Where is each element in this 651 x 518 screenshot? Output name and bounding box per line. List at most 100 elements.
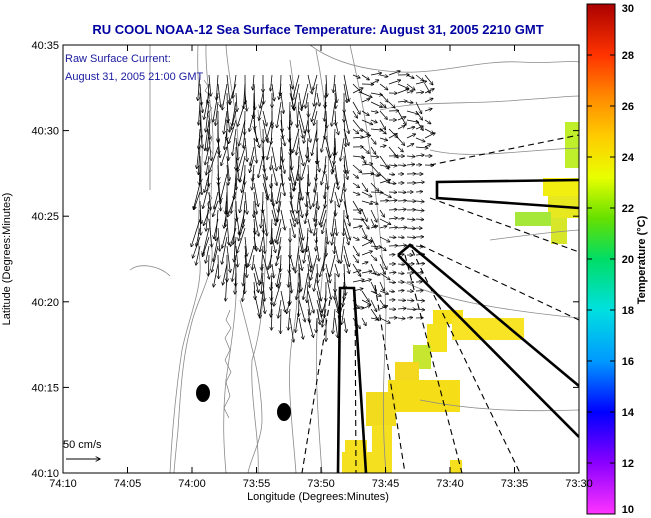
current-vector [361, 146, 369, 154]
current-vector [321, 209, 327, 227]
current-vector [272, 263, 274, 278]
current-vector [415, 219, 424, 220]
current-vector [298, 299, 305, 322]
current-vector [314, 110, 318, 125]
current-vector [262, 110, 267, 126]
current-vector [280, 209, 285, 230]
annotation-line-2: August 31, 2005 21:00 GMT [65, 71, 203, 83]
current-vector [244, 137, 247, 162]
colorbar-tick-label: 18 [622, 305, 634, 317]
current-vector [296, 281, 300, 300]
current-vector [270, 245, 273, 268]
current-vector [388, 101, 395, 108]
y-axis-label: Latitude (Degrees:Minutes) [1, 193, 13, 326]
current-vector [388, 272, 396, 273]
colorbar-tick-label: 16 [622, 356, 634, 368]
current-vector [244, 245, 247, 268]
current-vector [415, 137, 425, 142]
current-vector [307, 281, 308, 303]
current-vector [299, 272, 300, 293]
current-vector [252, 173, 255, 190]
current-vector [244, 254, 247, 278]
sst-patch [551, 218, 567, 244]
current-vector [271, 272, 272, 290]
current-vector [250, 146, 255, 166]
x-tick-label: 74:05 [114, 478, 142, 490]
current-vector [244, 92, 247, 111]
current-vector [352, 128, 359, 134]
current-vector [388, 227, 398, 228]
current-vector [352, 254, 358, 263]
current-vector [388, 210, 397, 211]
current-vector [262, 299, 265, 314]
annotation-line-1: Raw Surface Current: [65, 53, 171, 65]
current-vector [352, 182, 360, 188]
current-vector [289, 119, 290, 142]
colorbar-tick-label: 14 [622, 407, 635, 419]
x-axis-label: Longitude (Degrees:Minutes) [247, 491, 389, 503]
current-vector [379, 263, 386, 274]
current-vector [361, 110, 369, 116]
colorbar-tick-label: 12 [622, 458, 634, 470]
current-vector [216, 74, 218, 100]
current-vector [193, 182, 201, 210]
current-vector [406, 110, 419, 114]
current-vector [415, 309, 425, 310]
current-vector [223, 263, 228, 285]
current-vector [388, 218, 398, 219]
current-vector [298, 227, 304, 252]
current-vector [388, 282, 395, 283]
current-vector [208, 74, 211, 96]
y-tick-label: 40:15 [31, 382, 59, 394]
current-vector [361, 164, 373, 165]
current-vector [271, 146, 277, 171]
current-vector [235, 209, 240, 235]
current-vector [343, 317, 347, 333]
current-vector [226, 101, 230, 132]
plot-area [63, 45, 579, 473]
current-vector [415, 201, 424, 202]
current-vector [271, 218, 272, 244]
sst-patch [372, 425, 392, 455]
current-vector [262, 254, 269, 279]
current-vector [388, 80, 401, 85]
current-vector [332, 101, 336, 126]
current-vector [397, 290, 404, 291]
current-vector [379, 101, 386, 108]
y-tick-label: 40:25 [31, 211, 59, 223]
current-vector [379, 254, 387, 270]
current-vector [281, 308, 282, 334]
current-vector [343, 200, 350, 226]
current-vector [316, 299, 323, 323]
current-vector [370, 111, 378, 113]
current-vector [361, 173, 374, 174]
current-vector [202, 236, 210, 257]
current-vector [370, 146, 376, 154]
current-vector [335, 137, 336, 155]
current-vector [206, 245, 210, 263]
current-vector [249, 110, 255, 132]
current-vector [415, 192, 423, 193]
current-vector [325, 137, 331, 158]
current-vector [289, 254, 294, 270]
current-vector [253, 119, 257, 142]
current-vector [225, 191, 228, 214]
current-vector [207, 128, 210, 151]
current-vector [244, 236, 247, 256]
current-vector [325, 146, 334, 172]
current-vector [262, 164, 267, 180]
current-vector [361, 200, 373, 204]
current-vector [314, 272, 318, 291]
current-vector [424, 74, 433, 85]
current-vector [397, 218, 404, 219]
current-vector [361, 209, 367, 222]
contour-line [309, 45, 579, 73]
current-vector [344, 155, 345, 173]
current-vector [379, 180, 391, 184]
current-vector [307, 74, 312, 94]
current-vector [238, 218, 246, 241]
current-vector [406, 102, 413, 103]
current-vector [316, 317, 317, 333]
current-vector [196, 227, 201, 246]
current-vector [271, 236, 276, 253]
